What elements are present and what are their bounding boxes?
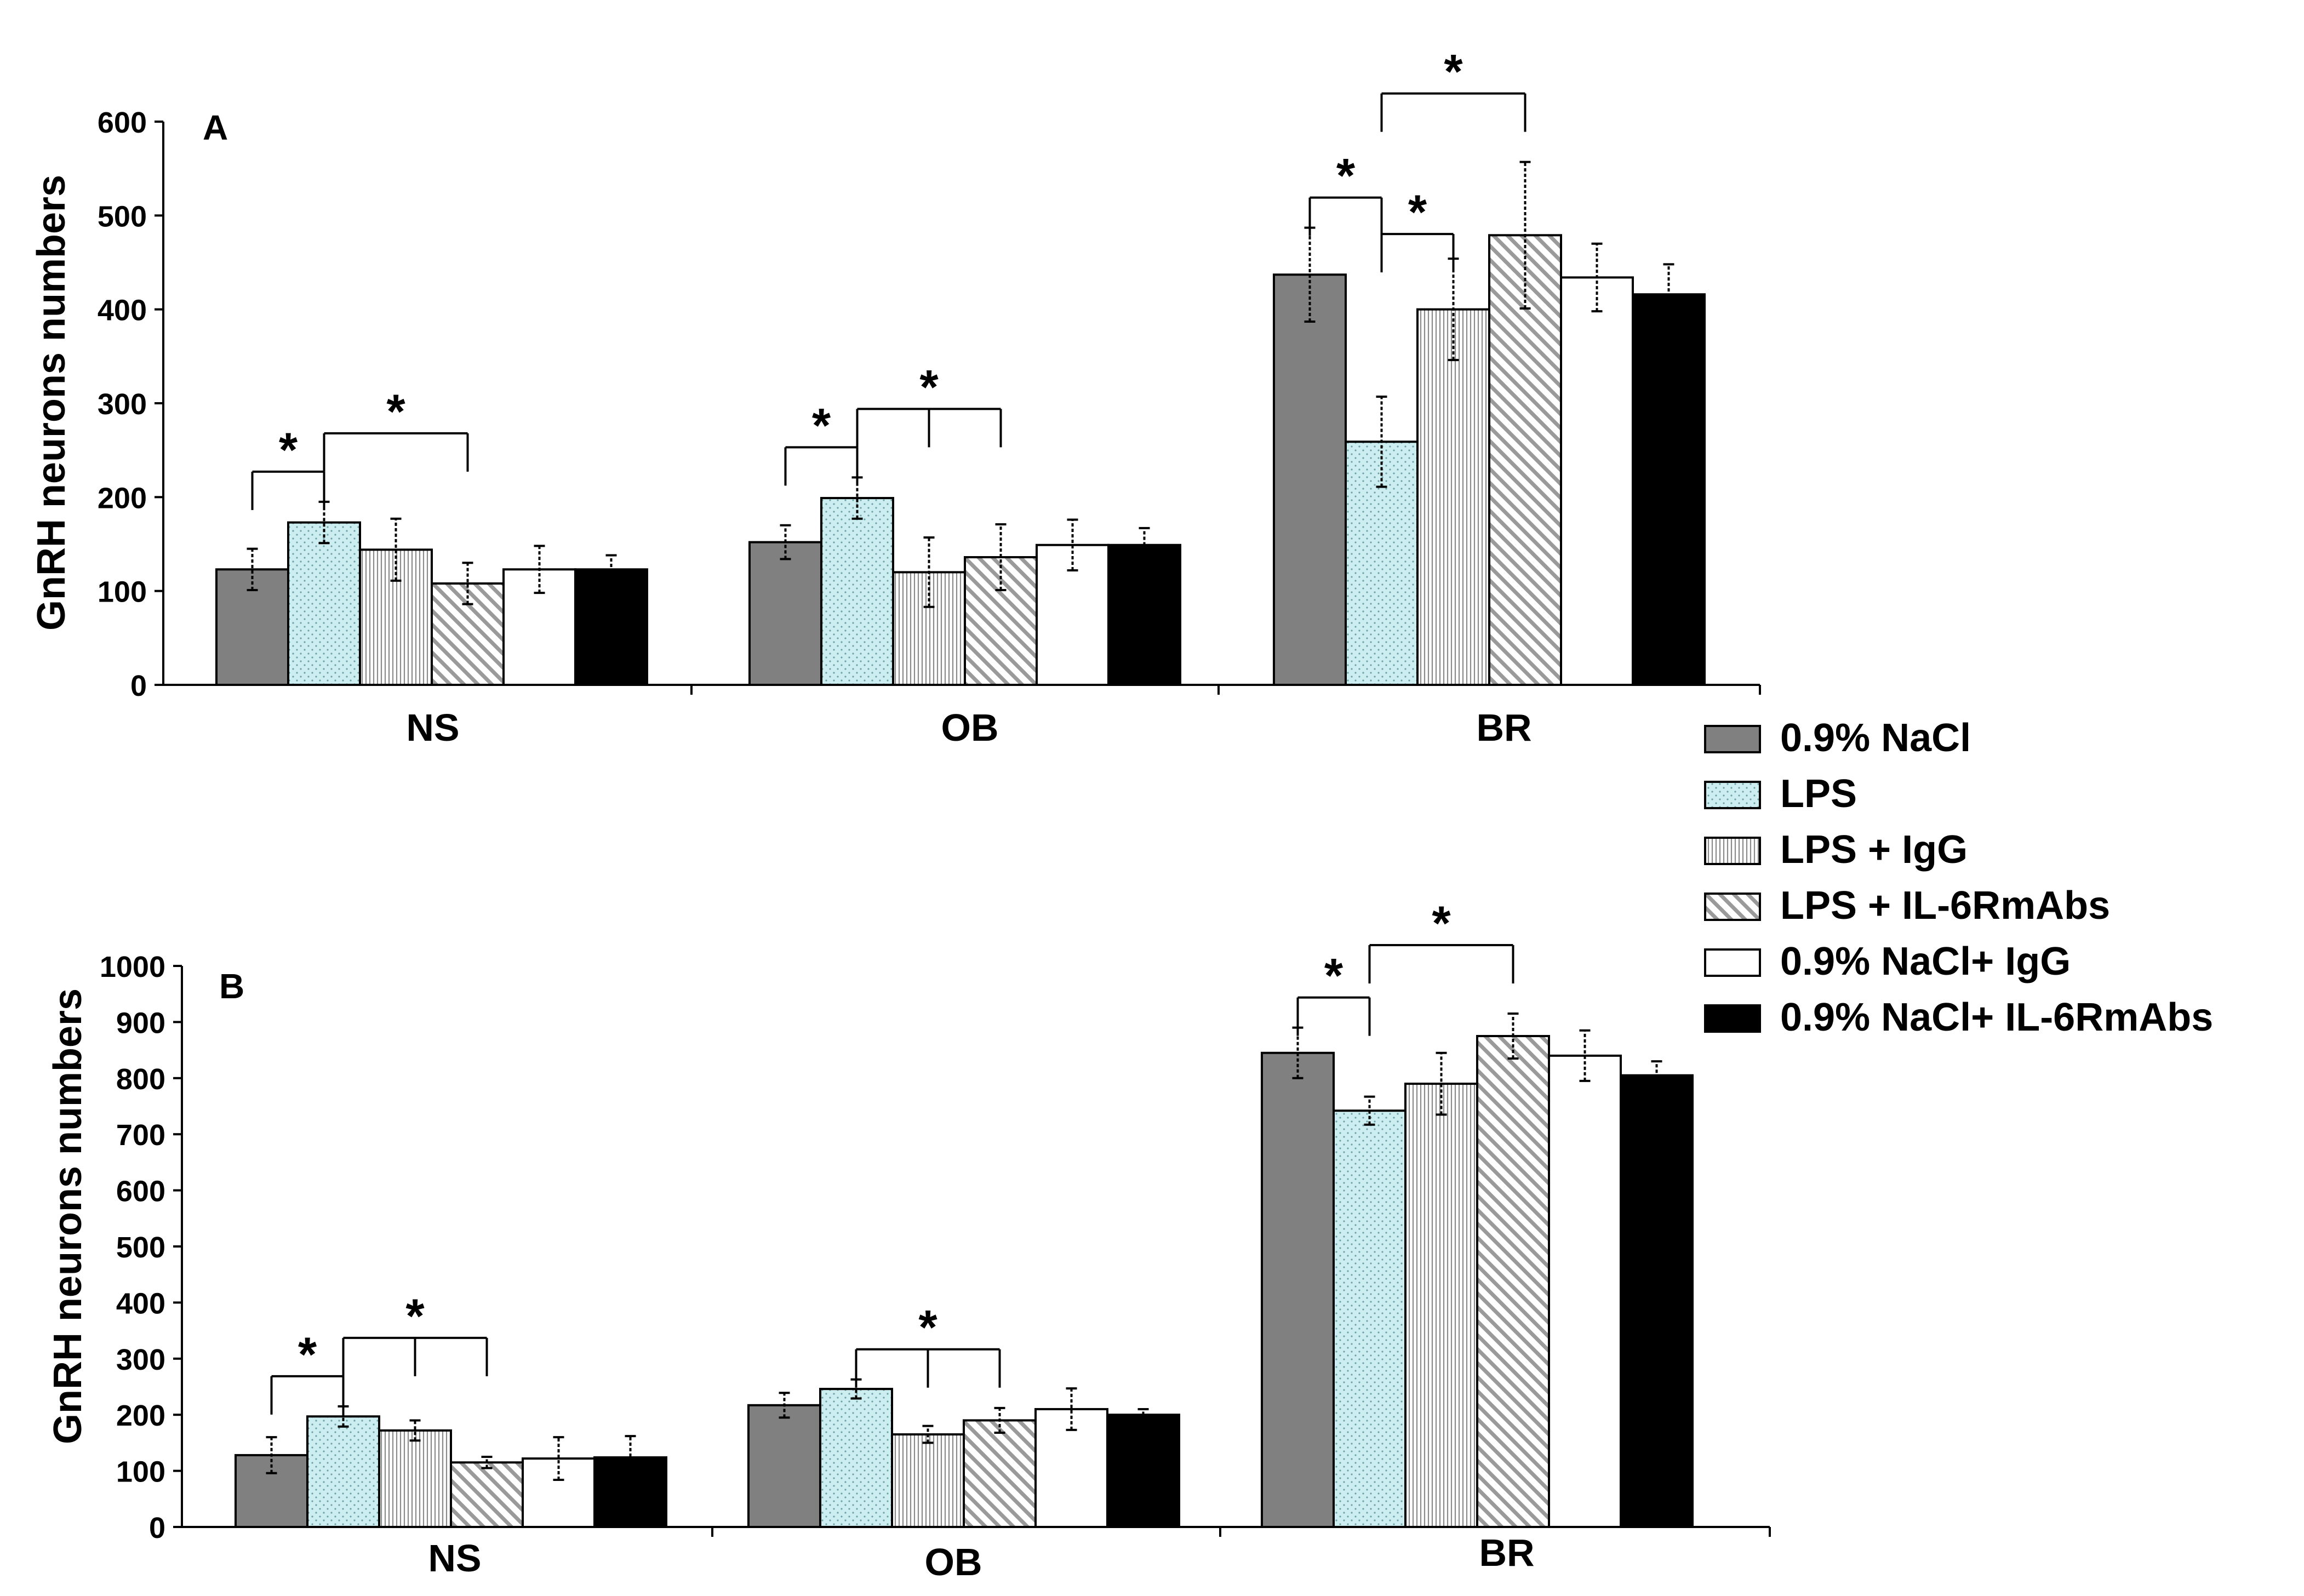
legend-label-lps-il-6rmabs: LPS + IL-6RmAbs [1780, 884, 2110, 928]
panel-b-category-label-ob: OB [925, 1541, 982, 1583]
panel-a-category-label-ns: NS [406, 706, 459, 749]
legend-swatch-0-9-nacl [1704, 725, 1761, 753]
panel-b-y-tick-label: 500 [116, 1231, 165, 1264]
legend-label-lps-igg: LPS + IgG [1780, 828, 1968, 872]
panel-a-y-tick-label: 600 [98, 106, 147, 139]
panel-a-category-label-ob: OB [941, 706, 999, 749]
panel-b-category-label-ns: NS [428, 1537, 481, 1580]
panel-b-bar-br-lps [1333, 1109, 1407, 1528]
legend-swatch-0-9-nacl-igg [1704, 948, 1761, 977]
panel-b-y-tick-label: 300 [116, 1343, 165, 1376]
panel-b-label: B [219, 966, 244, 1006]
panel-a-category-label-br: BR [1476, 706, 1531, 749]
panel-b-bar-ob-lps [819, 1388, 893, 1528]
panel-b-y-tick-label: 100 [116, 1456, 165, 1489]
panel-b-bar-br-lps-igg [1404, 1083, 1478, 1529]
panel-b-y-tick-label: 900 [116, 1006, 165, 1039]
panel-a-chart: A GnRH neurons numbers 0 100 200 300 400 500 6… [30, 44, 1761, 749]
panel-a-bar-br-lps-igg [1416, 308, 1490, 686]
panel-a-y-tick-label: 200 [98, 482, 147, 514]
panel-b-y-tick-label: 1000 [100, 951, 165, 983]
panel-b-bar-ns-0-9-nacl-igg [522, 1457, 596, 1529]
panel-a-bar-ns-lps [287, 521, 361, 686]
panel-b-bar-ns-lps [306, 1415, 380, 1528]
legend-label-0-9-nacl: 0.9% NaCl [1780, 716, 1971, 760]
panel-a-significance-star: * [1444, 44, 1463, 99]
panel-a-y-tick-label: 400 [98, 294, 147, 327]
panel-a-y-tick-label: 300 [98, 388, 147, 421]
panel-b-significance-star: * [1432, 896, 1451, 950]
panel-b-significance-star: * [405, 1289, 425, 1343]
panel-b-bar-br-0-9-nacl-igg [1548, 1054, 1622, 1528]
panel-b-y-tick-label: 400 [116, 1287, 165, 1320]
panel-b-bar-ob-lps-igg [891, 1433, 965, 1529]
panel-a-label: A [203, 108, 228, 147]
panel-a-significance-star: * [1408, 185, 1427, 239]
panel-b-bar-ob-0-9-nacl [747, 1404, 821, 1528]
panel-b-y-tick-label: 600 [116, 1175, 165, 1208]
panel-b-significance-star: * [918, 1300, 937, 1354]
panel-b-y-tick-label: 700 [116, 1119, 165, 1152]
panel-b-y-tick-label: 0 [149, 1512, 165, 1544]
panel-a-bar-ob-0-9-nacl [748, 541, 822, 686]
panel-a-bar-ns-0-9-nacl [215, 568, 289, 687]
panel-a-category-labels: NS OB BR [406, 706, 1531, 749]
panel-a-y-tick-label: 0 [130, 670, 147, 702]
legend-swatch-lps-il-6rmabs [1704, 893, 1761, 921]
panel-b-bar-ns-lps-il-6rmabs [450, 1461, 524, 1528]
panel-b-bar-br-lps-il-6rmabs [1476, 1035, 1550, 1528]
panel-a-bar-ns-lps-il-6rmabs [431, 582, 505, 686]
panel-b-significance: * * * * * [270, 896, 1514, 1415]
panel-b-bar-ob-0-9-nacl-il-6rmabs [1106, 1414, 1180, 1528]
legend-swatch-lps-igg [1704, 837, 1761, 865]
panel-b-bar-br-0-9-nacl [1261, 1051, 1335, 1528]
panel-a-bar-ob-0-9-nacl-igg [1036, 544, 1110, 686]
panel-a-bar-br-0-9-nacl [1273, 273, 1347, 687]
panel-b-y-tick-label: 800 [116, 1063, 165, 1096]
panel-a-bars [215, 161, 1706, 687]
panel-b-bars [235, 1012, 1694, 1529]
panel-b-bar-ns-0-9-nacl-il-6rmabs [593, 1456, 667, 1528]
panel-b-bar-ob-lps-il-6rmabs [963, 1419, 1037, 1528]
legend: 0.9% NaCl LPS LPS + IgG LPS + IL-6RmAbs 0.9%… [1704, 716, 2213, 1039]
panel-a-bar-br-0-9-nacl-il-6rmabs [1632, 293, 1706, 686]
panel-a-y-tick-label: 100 [98, 576, 147, 609]
panel-b-significance-star: * [1324, 948, 1343, 1003]
panel-a-significance-star: * [919, 359, 939, 414]
panel-a-bar-ob-0-9-nacl-il-6rmabs [1107, 544, 1181, 686]
panel-a-bar-br-0-9-nacl-igg [1560, 276, 1634, 686]
panel-a-y-tick-label: 500 [98, 200, 147, 233]
panel-a-significance: * * * * * * * [251, 44, 1527, 510]
panel-b-significance-star: * [298, 1327, 317, 1381]
panel-b-category-label-br: BR [1479, 1531, 1534, 1574]
legend-label-0-9-nacl-il-6rmabs: 0.9% NaCl+ IL-6RmAbs [1780, 996, 2213, 1039]
panel-b-bar-br-0-9-nacl-il-6rmabs [1620, 1074, 1694, 1529]
panel-b-bar-ns-lps-igg [378, 1429, 452, 1529]
panel-a-bar-ob-lps-igg [892, 571, 966, 687]
panel-a-y-axis-title: GnRH neurons numbers [30, 175, 73, 631]
panel-b-category-labels: NS OB BR [428, 1531, 1534, 1583]
panel-a-bar-ob-lps [820, 497, 894, 687]
legend-label-lps: LPS [1780, 772, 1857, 816]
panel-a-significance-star: * [279, 422, 298, 477]
legend-swatch-lps [1704, 781, 1761, 809]
panel-a-significance-star: * [386, 384, 405, 438]
panel-a-bar-ns-0-9-nacl-igg [502, 568, 576, 687]
panel-a-significance-star: * [812, 398, 831, 452]
panel-b-y-tick-label: 200 [116, 1399, 165, 1432]
panel-b-chart: B GnRH neurons numbers 0 100 200 300 400 500 6… [46, 896, 1771, 1583]
panel-b-y-axis-title: GnRH neurons numbers [46, 988, 90, 1444]
panel-a-bar-br-lps-il-6rmabs [1488, 234, 1562, 686]
legend-swatch-0-9-nacl-il-6rmabs [1704, 1004, 1761, 1033]
panel-a-bar-ns-lps-igg [359, 548, 433, 687]
panel-a-bar-ns-0-9-nacl-il-6rmabs [574, 568, 648, 687]
legend-label-0-9-nacl-igg: 0.9% NaCl+ IgG [1780, 940, 2071, 983]
panel-a-significance-star: * [1336, 148, 1356, 203]
